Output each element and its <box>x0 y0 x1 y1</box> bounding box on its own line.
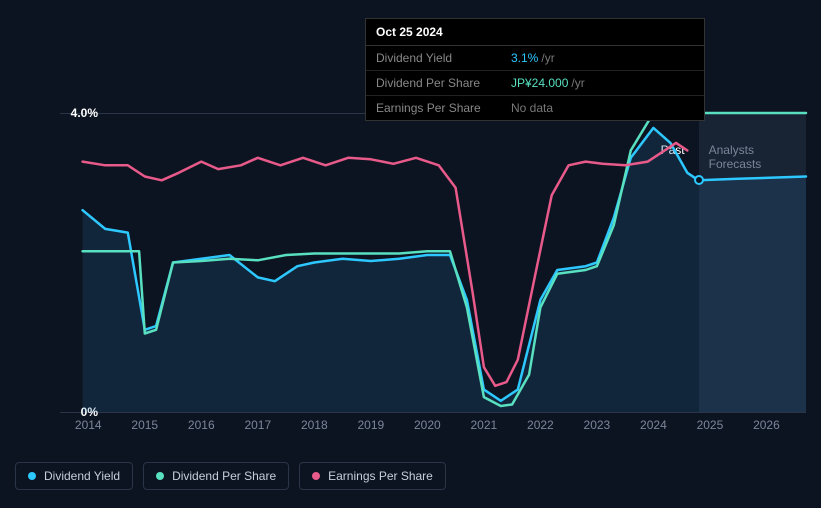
marker-blue <box>694 175 704 185</box>
legend-item-dividend-per-share[interactable]: Dividend Per Share <box>143 462 289 490</box>
tooltip-unit: /yr <box>541 51 554 65</box>
legend-dot <box>28 472 36 480</box>
tooltip-label: Earnings Per Share <box>376 101 511 115</box>
x-tick: 2017 <box>244 418 271 432</box>
legend-dot <box>312 472 320 480</box>
tooltip-label: Dividend Yield <box>376 51 511 65</box>
chart-lines <box>60 125 806 412</box>
x-tick: 2026 <box>753 418 780 432</box>
plot-area[interactable]: Past Analysts Forecasts 4.0% 0% 20142015… <box>60 125 806 413</box>
tooltip-date: Oct 25 2024 <box>366 19 704 46</box>
legend-label: Dividend Per Share <box>172 469 276 483</box>
x-tick: 2021 <box>471 418 498 432</box>
legend-dot <box>156 472 164 480</box>
legend-label: Earnings Per Share <box>328 469 433 483</box>
x-tick: 2016 <box>188 418 215 432</box>
tooltip-value: JP¥24.000 <box>511 76 568 90</box>
tooltip-value: 3.1% <box>511 51 538 65</box>
chart-container: Oct 25 2024 Dividend Yield 3.1% /yr Divi… <box>15 10 806 448</box>
tooltip-unit: /yr <box>571 76 584 90</box>
legend-item-earnings-per-share[interactable]: Earnings Per Share <box>299 462 446 490</box>
x-tick: 2020 <box>414 418 441 432</box>
tooltip-row: Dividend Yield 3.1% /yr <box>366 46 704 71</box>
y-axis-max: 4.0% <box>71 106 98 120</box>
x-tick: 2014 <box>75 418 102 432</box>
x-tick: 2015 <box>131 418 158 432</box>
x-tick: 2023 <box>584 418 611 432</box>
chart-tooltip: Oct 25 2024 Dividend Yield 3.1% /yr Divi… <box>365 18 705 121</box>
tooltip-label: Dividend Per Share <box>376 76 511 90</box>
x-tick: 2025 <box>697 418 724 432</box>
legend: Dividend Yield Dividend Per Share Earnin… <box>15 462 446 490</box>
tooltip-row: Dividend Per Share JP¥24.000 /yr <box>366 71 704 96</box>
x-tick: 2019 <box>357 418 384 432</box>
x-tick: 2018 <box>301 418 328 432</box>
tooltip-value: No data <box>511 101 553 115</box>
legend-label: Dividend Yield <box>44 469 120 483</box>
x-tick: 2022 <box>527 418 554 432</box>
legend-item-dividend-yield[interactable]: Dividend Yield <box>15 462 133 490</box>
x-tick: 2024 <box>640 418 667 432</box>
tooltip-row: Earnings Per Share No data <box>366 96 704 120</box>
